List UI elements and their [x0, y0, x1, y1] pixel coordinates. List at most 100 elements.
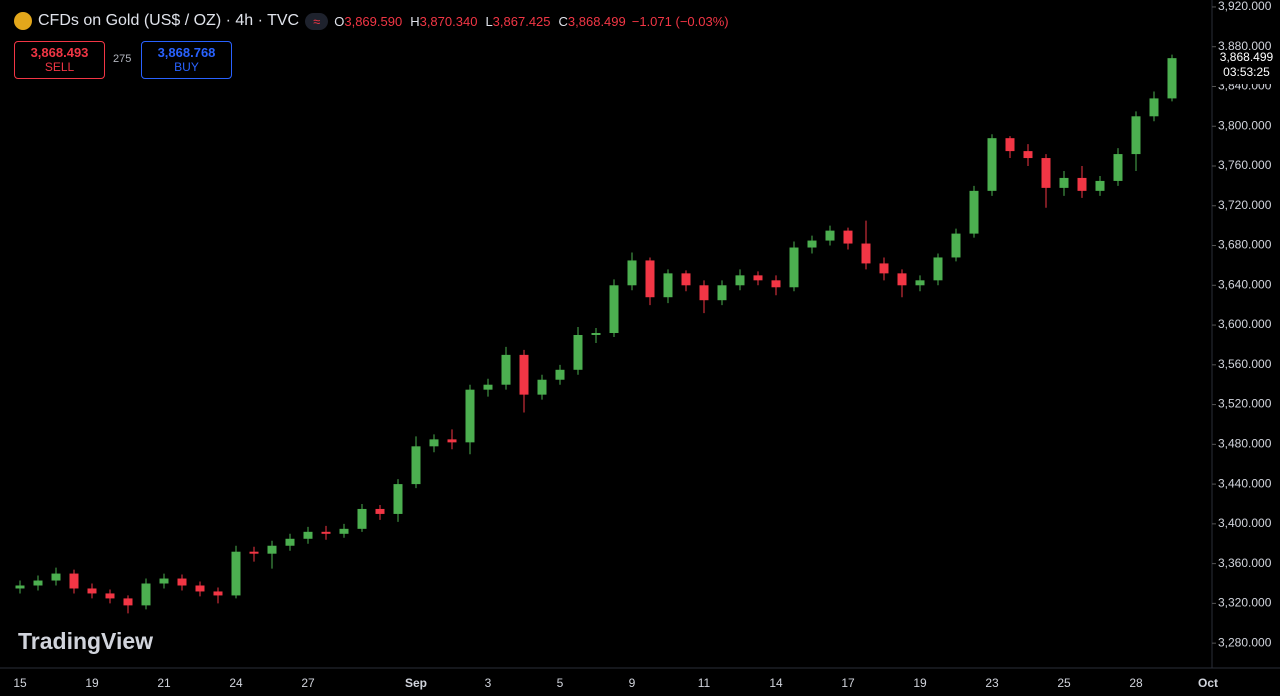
candle-body: [393, 484, 403, 514]
price-tag: 3,868.499 03:53:25: [1213, 50, 1280, 84]
buy-label: BUY: [174, 60, 199, 74]
y-tick-label: 3,800.000: [1218, 118, 1272, 132]
candle-body: [573, 334, 583, 370]
ohlc-item: O3,869.590: [334, 14, 402, 29]
x-tick-label: 15: [13, 676, 27, 690]
candle-body: [987, 138, 997, 191]
countdown: 03:53:25: [1223, 65, 1270, 79]
y-tick-label: 3,920.000: [1218, 0, 1272, 13]
x-tick-label: 28: [1129, 676, 1143, 690]
candle-body: [627, 260, 637, 286]
candle-body: [1167, 58, 1177, 99]
x-tick-label: 19: [913, 676, 927, 690]
ohlc-key: O: [334, 13, 345, 29]
candle-body: [267, 545, 277, 554]
candle-body: [321, 531, 331, 534]
sell-button[interactable]: 3,868.493 SELL: [14, 41, 105, 79]
candle-body: [717, 285, 727, 301]
header: CFDs on Gold (US$ / OZ) · 4h · TVC ≈ O3,…: [14, 12, 729, 30]
candle-body: [753, 275, 763, 281]
candle-body: [357, 508, 367, 529]
sell-price: 3,868.493: [30, 45, 89, 60]
candle-body: [663, 273, 673, 298]
spread: 275: [113, 53, 132, 65]
candle-body: [645, 260, 655, 298]
y-tick-label: 3,320.000: [1218, 596, 1272, 610]
x-tick-label: 25: [1057, 676, 1071, 690]
candle-body: [285, 538, 295, 546]
y-tick-label: 3,600.000: [1218, 317, 1272, 331]
ohlc-value: 3,868.499: [567, 13, 626, 29]
y-tick-label: 3,280.000: [1218, 635, 1272, 649]
candle-body: [735, 275, 745, 286]
candle-body: [231, 551, 241, 596]
x-tick-label: 11: [698, 676, 711, 690]
candle-body: [555, 369, 565, 380]
candle-body: [177, 578, 187, 586]
y-tick-label: 3,880.000: [1218, 39, 1272, 53]
candle-body: [807, 240, 817, 248]
candle-body: [915, 280, 925, 286]
candle-body: [501, 354, 511, 385]
candle-body: [483, 384, 493, 390]
status: ≈: [305, 12, 329, 30]
candle-body: [1113, 154, 1123, 181]
y-tick-label: 3,440.000: [1218, 476, 1272, 490]
ohlc: O3,869.590 H3,870.340 L3,867.425 C3,868.499: [334, 14, 626, 29]
x-tick-label: 17: [841, 676, 855, 690]
buy-button[interactable]: 3,868.768 BUY: [141, 41, 232, 79]
candle-body: [303, 531, 313, 539]
ohlc-key: L: [485, 13, 493, 29]
y-tick-label: 3,720.000: [1218, 198, 1272, 212]
candle-body: [519, 354, 529, 395]
candle-body: [1095, 180, 1105, 191]
candle-body: [1059, 177, 1069, 188]
symbol: CFDs on Gold (US$ / OZ) · 4h · TVC: [38, 12, 300, 29]
watermark: TradingView: [18, 628, 154, 654]
candle-body: [825, 230, 835, 241]
x-tick-label: 24: [229, 676, 243, 690]
ohlc-key: C: [558, 13, 568, 29]
candle-body: [213, 591, 223, 596]
candle-body: [15, 585, 25, 589]
change: −1.071 (−0.03%): [631, 13, 729, 29]
candle-body: [51, 573, 61, 581]
candle-body: [951, 233, 961, 258]
candle-body: [897, 273, 907, 286]
candle-body: [1149, 98, 1159, 117]
y-tick-label: 3,760.000: [1218, 158, 1272, 172]
x-tick-label: 14: [769, 676, 783, 690]
candle-body: [699, 285, 709, 301]
candle-body: [537, 379, 547, 395]
candle-body: [1005, 138, 1015, 152]
x-tick-label: 19: [85, 676, 99, 690]
candle-body: [771, 280, 781, 288]
candle-body: [465, 389, 475, 443]
x-tick-label: 23: [985, 676, 999, 690]
y-tick-label: 3,520.000: [1218, 397, 1272, 411]
x-tick-label: 5: [557, 676, 564, 690]
candle-body: [87, 588, 97, 594]
candle-body: [681, 273, 691, 286]
ohlc-value: 3,870.340: [419, 13, 478, 29]
candle-body: [789, 247, 799, 288]
candle-body: [105, 593, 115, 599]
candle-body: [429, 439, 439, 447]
ohlc-item: C3,868.499: [559, 14, 626, 29]
x-tick-label: 21: [157, 676, 171, 690]
sell-label: SELL: [44, 60, 75, 74]
candle-body: [375, 508, 385, 514]
candle-body: [195, 585, 205, 592]
x-tick-label: 3: [485, 676, 492, 690]
candle-body: [249, 551, 259, 554]
candle-body: [1023, 151, 1033, 159]
candle-body: [159, 578, 169, 584]
candle-body: [969, 190, 979, 234]
candle-body: [447, 439, 457, 443]
y-tick-label: 3,360.000: [1218, 556, 1272, 570]
y-tick-label: 3,560.000: [1218, 357, 1272, 371]
candle-body: [123, 598, 133, 606]
